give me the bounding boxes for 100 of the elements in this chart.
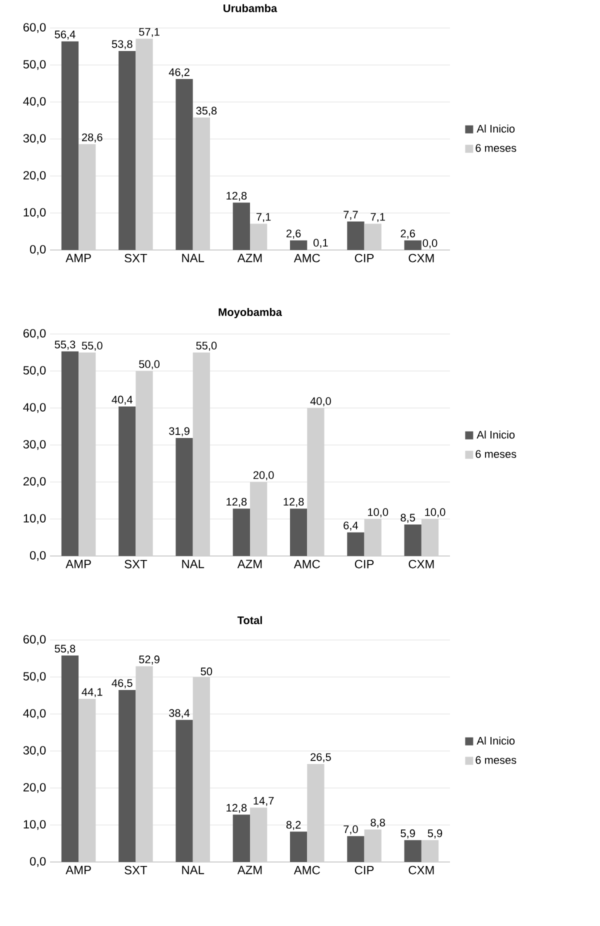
data-label: 10,0 [425, 508, 446, 518]
y-tick-label: 10,0 [24, 208, 46, 218]
data-label: 7,7 [344, 210, 358, 220]
data-label: 8,5 [400, 514, 416, 523]
bar [250, 224, 268, 250]
bar [290, 508, 308, 556]
x-tick-label: AZM [237, 254, 262, 262]
y-tick-label: 60,0 [23, 23, 46, 33]
bar [61, 351, 79, 556]
data-label: 8,8 [370, 818, 385, 828]
bar [404, 524, 422, 556]
chart-title: Moyobamba [218, 308, 282, 318]
y-tick-label: 20,0 [23, 783, 46, 793]
legend-label: 6 meses [476, 450, 516, 458]
data-label: 57,1 [139, 28, 160, 38]
y-tick-label: 50,0 [23, 366, 46, 376]
y-tick-label: 30,0 [23, 746, 46, 756]
legend-label: Al Inicio [476, 736, 515, 745]
bar [364, 224, 382, 250]
x-tick-label: AMC [294, 866, 320, 874]
data-label: 40,4 [112, 396, 132, 405]
x-tick-label: SXT [124, 560, 148, 568]
data-label: 12,8 [226, 804, 247, 813]
y-tick-label: 50,0 [23, 60, 46, 70]
data-label: 50,0 [139, 360, 160, 370]
data-label: 53,8 [112, 40, 132, 50]
bar [347, 532, 364, 556]
data-label: 26,5 [310, 753, 331, 762]
bar [232, 202, 250, 250]
y-tick-label: 40,0 [23, 403, 46, 413]
data-label: 7,1 [370, 213, 385, 222]
x-tick-label: AMC [294, 560, 320, 568]
data-label: 46,2 [168, 68, 190, 78]
bar [176, 720, 193, 862]
data-label: 7,0 [344, 825, 358, 834]
x-tick-label: NAL [182, 560, 204, 568]
x-tick-label: CXM [408, 866, 434, 874]
bar [421, 840, 439, 862]
data-label: 5,9 [400, 829, 415, 838]
y-tick-label: 10,0 [24, 820, 46, 830]
bar [290, 240, 308, 250]
data-label: 2,6 [400, 230, 415, 239]
x-tick-label: AZM [237, 560, 262, 568]
data-label: 2,6 [286, 230, 301, 239]
data-label: 52,9 [139, 656, 160, 665]
data-label: 20,0 [253, 471, 274, 480]
data-label: 8,2 [286, 820, 301, 830]
data-label: 40,0 [310, 397, 331, 406]
data-label: 55,3 [54, 340, 76, 350]
y-tick-label: 30,0 [23, 440, 46, 450]
data-label: 7,1 [256, 213, 271, 222]
x-tick-label: CIP [354, 866, 374, 874]
data-label: 14,7 [254, 796, 274, 806]
bar [176, 438, 193, 556]
data-label: 0,1 [314, 238, 328, 248]
bar [347, 836, 364, 862]
data-label: 31,9 [169, 427, 190, 436]
legend-label: 6 meses [476, 144, 516, 152]
y-tick-label: 50,0 [23, 672, 46, 682]
y-tick-label: 0,0 [30, 245, 46, 255]
data-label: 12,8 [226, 498, 247, 507]
data-label: 35,8 [196, 106, 217, 116]
x-tick-label: AMP [66, 254, 91, 262]
data-label: 55,8 [54, 644, 76, 654]
bar [404, 840, 422, 862]
x-tick-label: CXM [408, 254, 434, 262]
bar [61, 41, 79, 250]
data-label: 46,5 [112, 679, 132, 688]
y-tick-label: 40,0 [23, 97, 46, 107]
y-tick-label: 20,0 [23, 171, 46, 181]
x-tick-label: SXT [124, 866, 148, 874]
x-tick-label: AMP [66, 560, 91, 568]
data-label: 12,8 [226, 192, 247, 201]
bar [232, 814, 250, 862]
chart-title: Urubamba [224, 4, 278, 12]
bar [61, 656, 79, 862]
chart-title: Total [237, 616, 262, 624]
data-label: 28,6 [82, 133, 102, 142]
data-label: 38,4 [169, 709, 190, 718]
bar [118, 406, 136, 556]
data-label: 50 [200, 668, 212, 676]
bar [118, 690, 136, 862]
legend-label: Al Inicio [476, 430, 515, 439]
x-tick-label: AZM [237, 866, 262, 874]
data-label: 12,8 [284, 498, 304, 507]
data-label: 55,0 [82, 342, 102, 351]
data-label: 5,9 [428, 829, 442, 838]
data-label: 56,4 [54, 30, 76, 40]
x-tick-label: CIP [354, 560, 374, 568]
x-tick-label: SXT [124, 254, 148, 262]
y-tick-label: 30,0 [23, 134, 46, 144]
bar [232, 508, 250, 556]
bar [118, 50, 136, 250]
y-tick-label: 20,0 [23, 477, 46, 487]
x-tick-label: AMP [66, 866, 91, 874]
bar [347, 222, 364, 250]
bar [176, 79, 193, 250]
y-tick-label: 0,0 [30, 551, 46, 561]
bar [364, 829, 382, 862]
legend-label: 6 meses [476, 756, 516, 764]
